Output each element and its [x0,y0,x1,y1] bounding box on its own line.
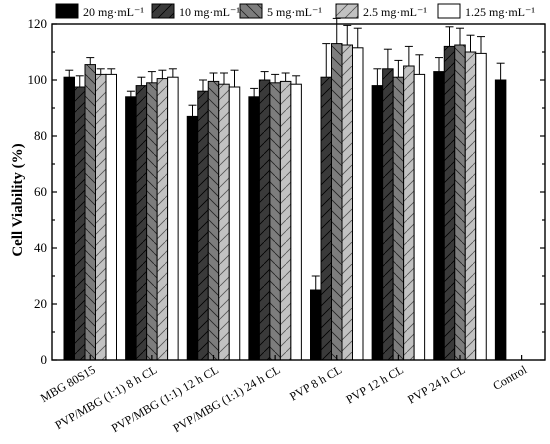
bar [228,86,241,361]
plot-frame [51,23,546,361]
bar [475,52,487,361]
bar [135,85,148,361]
legend: 20 mg·mL⁻¹ 10 mg·mL⁻¹ 5 mg·mL⁻¹ 2.5 mg·mL⁻¹… [55,3,535,19]
y-tick-label: 60 [34,184,47,199]
bar [156,78,169,361]
bar [125,96,137,361]
bar [352,47,364,361]
x-tick-label: PVP/MBG (1:1) 8 h CL [52,362,159,432]
x-tick-label: PVP 12 h CL [344,362,406,406]
bar [84,64,96,361]
legend-label: 20 mg·mL⁻¹ [83,5,144,19]
bar [341,44,353,361]
bar [105,73,117,361]
bar [63,76,75,361]
y-axis: 0 20 40 60 80 100 120 [28,16,545,367]
legend-swatch [239,3,263,19]
y-tick-label: 100 [28,72,48,87]
bar [464,51,477,361]
x-tick-label: PVP/MBG (1:1) 12 h CL [109,362,221,435]
legend-label: 5 mg·mL⁻¹ [267,5,322,19]
bar [186,115,199,361]
y-tick-label: 80 [34,128,47,143]
bar [197,90,209,361]
bar [146,82,158,361]
bar [454,44,466,361]
bar [279,80,292,361]
y-axis-label: Cell Viability (%) [10,143,26,256]
legend-swatch [151,3,175,19]
bar [433,71,445,361]
x-tick-label: PVP/MBG (1:1) 24 h CL [171,362,283,435]
legend-label: 2.5 mg·mL⁻¹ [363,5,427,19]
bar [320,76,332,361]
bar [248,96,260,361]
y-tick-label: 40 [34,240,47,255]
bar [392,76,405,361]
x-tick-label: Control [490,362,529,393]
x-tick-label: PVP 24 h CL [405,362,467,406]
bar [443,45,456,361]
bar [382,68,394,361]
bar [207,80,220,361]
bar [494,79,507,361]
bar [167,76,179,361]
bar [403,65,415,361]
legend-label: 10 mg·mL⁻¹ [179,5,240,19]
bar [310,289,322,361]
bar [413,73,426,361]
bar [269,82,281,361]
bar [331,43,343,361]
bar [258,79,271,361]
bar [290,83,302,361]
bar [218,83,230,361]
x-tick-label: PVP 8 h CL [287,362,344,403]
legend-swatch [335,3,359,19]
bar [371,85,384,361]
bar [74,86,86,361]
bars [63,17,507,361]
bar [95,73,107,361]
legend-label: 1.25 mg·mL⁻¹ [465,5,535,19]
legend-swatch [437,3,461,19]
y-tick-label: 120 [28,16,48,31]
y-tick-label: 20 [34,296,47,311]
y-tick-label: 0 [41,352,48,367]
legend-swatch [55,3,79,19]
